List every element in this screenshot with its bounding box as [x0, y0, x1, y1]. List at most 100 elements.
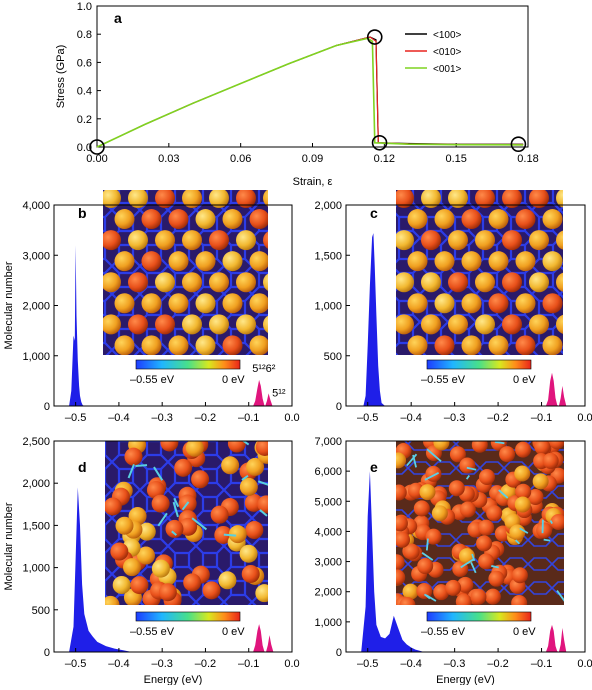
guest-molecule: [462, 251, 482, 271]
guest-molecule: [529, 230, 549, 250]
guest-molecule: [486, 505, 502, 521]
y-tick-label: 3,000: [314, 557, 342, 569]
guest-molecule: [174, 459, 192, 477]
x-axis-label: Energy (eV): [436, 674, 495, 685]
guest-molecule: [290, 188, 310, 208]
y-tick-label: 4,000: [22, 200, 50, 212]
guest-molecule: [529, 314, 549, 334]
guest-molecule: [394, 230, 414, 250]
guest-molecule: [304, 209, 324, 229]
y-tick-label: 0.8: [77, 29, 92, 41]
guest-molecule: [394, 272, 414, 292]
x-tick-label: –0.5: [65, 412, 86, 424]
guest-molecule: [250, 293, 270, 313]
guest-molecule: [543, 251, 563, 271]
x-tick-label: 0.0: [577, 658, 592, 670]
guest-molecule: [515, 496, 531, 512]
colorbar: [136, 360, 240, 369]
colorbar-min-label: –0.55 eV: [130, 626, 175, 638]
colorbar-min-label: –0.55 eV: [130, 374, 175, 386]
colorbar-max-label: 0 eV: [222, 626, 245, 638]
guest-molecule: [221, 456, 239, 474]
guest-molecule: [389, 554, 405, 570]
x-tick-label: 0.00: [86, 153, 107, 165]
simulation-snapshot: [389, 433, 567, 613]
legend-label: <010>: [433, 47, 462, 58]
guest-molecule: [476, 535, 492, 551]
x-tick-label: –0.5: [65, 658, 86, 670]
guest-molecule: [160, 433, 178, 451]
x-tick-label: –0.5: [357, 658, 378, 670]
guest-molecule: [556, 272, 576, 292]
guest-molecule: [391, 485, 407, 501]
legend-label: <100>: [433, 30, 462, 41]
panel-label-c: c: [370, 205, 378, 221]
x-tick-label: –0.2: [195, 658, 216, 670]
y-tick-label: 2,500: [22, 436, 50, 448]
guest-molecule: [509, 524, 525, 540]
guest-molecule: [250, 251, 270, 271]
guest-molecule: [159, 583, 177, 601]
y-tick-label: 1,000: [314, 301, 342, 313]
guest-molecule: [515, 442, 531, 458]
y-tick-label: 2,000: [314, 200, 342, 212]
colorbar: [427, 612, 531, 621]
guest-molecule: [399, 597, 415, 613]
x-axis-label: Strain, ε: [293, 176, 333, 188]
guest-molecule: [128, 272, 148, 292]
guest-molecule: [101, 230, 121, 250]
guest-molecule: [304, 335, 324, 355]
y-tick-label: 0: [44, 647, 50, 659]
pink-peak: [546, 373, 566, 406]
guest-molecule: [543, 335, 563, 355]
guest-molecule: [485, 589, 501, 605]
guest-molecule: [155, 314, 175, 334]
x-tick-label: –0.3: [444, 658, 465, 670]
guest-molecule: [236, 230, 256, 250]
guest-molecule: [462, 335, 482, 355]
guest-molecule: [263, 230, 283, 250]
guest-molecule: [502, 314, 522, 334]
guest-molecule: [152, 495, 170, 513]
guest-molecule: [533, 473, 549, 489]
guest-molecule: [499, 446, 515, 462]
guest-molecule: [489, 209, 509, 229]
x-tick-label: 0.12: [374, 153, 395, 165]
guest-molecule: [110, 543, 128, 561]
guest-molecule: [130, 576, 148, 594]
y-axis-label: Stress (GPa): [55, 45, 67, 109]
guest-molecule: [435, 293, 455, 313]
y-tick-label: 0: [44, 401, 50, 413]
guest-molecule: [512, 567, 528, 583]
guest-molecule: [448, 230, 468, 250]
y-axis-label: Molecular number: [3, 502, 15, 590]
guest-molecule: [550, 514, 566, 530]
guest-molecule: [169, 251, 189, 271]
guest-molecule: [456, 594, 472, 610]
pink-peak: [546, 625, 566, 652]
guest-molecule: [240, 545, 258, 563]
guest-molecule: [277, 335, 297, 355]
x-tick-label: 0.0: [284, 658, 299, 670]
guest-molecule: [502, 272, 522, 292]
x-tick-label: 0.09: [302, 153, 323, 165]
guest-molecule: [543, 209, 563, 229]
y-tick-label: 1,500: [314, 250, 342, 262]
guest-molecule: [408, 293, 428, 313]
y-tick-label: 1,000: [22, 563, 50, 575]
guest-molecule: [104, 497, 122, 515]
guest-molecule: [479, 469, 495, 485]
guest-molecule: [462, 209, 482, 229]
guest-molecule: [570, 335, 590, 355]
guest-molecule: [182, 314, 202, 334]
guest-molecule: [570, 251, 590, 271]
y-tick-label: 0.4: [77, 86, 92, 98]
colorbar-max-label: 0 eV: [513, 374, 536, 386]
guest-molecule: [462, 293, 482, 313]
guest-molecule: [556, 314, 576, 334]
guest-molecule: [472, 437, 488, 453]
guest-molecule: [502, 230, 522, 250]
guest-molecule: [421, 314, 441, 334]
pink-peak: [253, 624, 273, 652]
